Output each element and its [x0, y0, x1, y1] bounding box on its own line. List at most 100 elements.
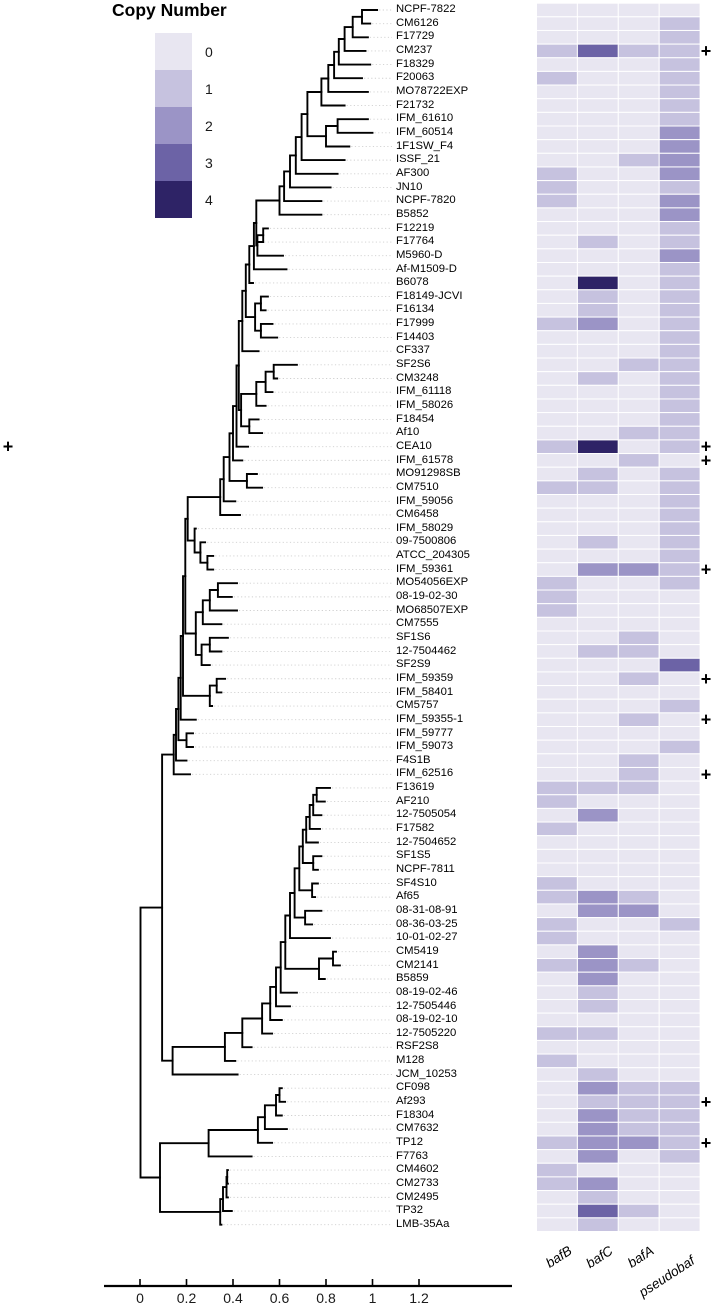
heatmap-cell: [536, 944, 578, 960]
tree-branch: [185, 732, 194, 748]
heatmap-cell: [576, 671, 619, 687]
heatmap-cell: [658, 70, 701, 86]
heatmap-cell: [658, 1162, 701, 1178]
heatmap-cell: [658, 2, 701, 18]
strain-label: CM5757: [396, 699, 439, 712]
heatmap-cell: [576, 70, 619, 86]
heatmap-cell: [576, 821, 619, 837]
strain-label: F20063: [396, 71, 435, 84]
heatmap-cell: [658, 1039, 701, 1055]
heatmap-cell: [536, 111, 578, 127]
strain-label: CM3248: [396, 371, 439, 384]
heatmap-cell: [576, 1162, 619, 1178]
heatmap-cell: [536, 1012, 578, 1028]
heatmap-cell: [576, 84, 619, 100]
heatmap-cell: [576, 1026, 619, 1041]
heatmap-cell: [617, 111, 660, 127]
heatmap-cell: [536, 548, 578, 564]
tree-branch: [207, 1129, 259, 1158]
heatmap-cell: [658, 1203, 701, 1219]
left-plus-marker: +: [3, 437, 14, 457]
plus-marker: +: [701, 437, 712, 457]
heatmap-cell: [576, 739, 619, 755]
heatmap-cell: [617, 971, 660, 987]
strain-label: LMB-35Aa: [396, 1217, 450, 1230]
heatmap-cell: [536, 1149, 578, 1164]
strain-label: F18454: [396, 412, 435, 425]
heatmap-cell: [617, 439, 660, 455]
legend-swatch-3: [155, 144, 192, 181]
tree-branch: [308, 804, 321, 830]
heatmap-cell: [617, 43, 660, 59]
heatmap-cell: [617, 766, 660, 782]
heatmap-cell: [536, 98, 578, 113]
strain-label: IFM_59359: [396, 671, 454, 684]
tree-branch: [215, 677, 227, 694]
heatmap-cell: [617, 698, 660, 714]
heatmap-cell: [576, 29, 619, 45]
strain-label: SF2S6: [396, 358, 431, 371]
heatmap-cell: [576, 753, 619, 768]
plus-marker: +: [701, 450, 712, 470]
tree-branch: [351, 15, 369, 39]
heatmap-cell: [658, 876, 701, 891]
strain-label: MO78722EXP: [396, 85, 469, 98]
heatmap-cell: [617, 575, 660, 591]
heatmap-cell: [536, 139, 578, 154]
heatmap-cell: [576, 889, 619, 905]
heatmap-cell: [576, 862, 619, 878]
heatmap-cell: [658, 398, 701, 414]
heatmap-cell: [576, 971, 619, 987]
heatmap-cell: [536, 794, 578, 809]
heatmap-cell: [617, 425, 660, 441]
tree-branch: [255, 199, 281, 247]
heatmap-cell: [536, 2, 578, 18]
heatmap-cell: [576, 1108, 619, 1123]
heatmap-cell: [536, 330, 578, 345]
strain-label: SF1S5: [396, 849, 431, 862]
strain-label: AF300: [396, 166, 430, 179]
heatmap-cell: [658, 1080, 701, 1096]
heatmap-cell: [576, 998, 619, 1014]
heatmap-cell: [658, 125, 701, 141]
heatmap-cell: [658, 207, 701, 223]
heatmap-cell: [536, 289, 578, 304]
heatmap-cell: [536, 521, 578, 536]
heatmap-cell: [576, 876, 619, 891]
tree-branch: [332, 950, 341, 967]
strain-label: MO54056EXP: [396, 576, 469, 589]
heatmap-cell: [658, 16, 701, 31]
plus-marker: +: [701, 710, 712, 730]
heatmap-cell: [536, 889, 578, 905]
tree-branch: [272, 363, 298, 380]
heatmap-cell: [576, 453, 619, 468]
heatmap-cell: [536, 630, 578, 646]
heatmap-cell: [536, 985, 578, 1000]
heatmap-cell: [536, 575, 578, 591]
heatmap-cell: [658, 84, 701, 100]
tree-branch: [200, 643, 211, 667]
heatmap-cell: [617, 958, 660, 973]
tree-branch: [361, 9, 379, 25]
heatmap-cell: [617, 302, 660, 318]
heatmap-cell: [658, 766, 701, 782]
strain-label: CM237: [396, 44, 433, 57]
heatmap-cell: [576, 548, 619, 564]
heatmap-cell: [576, 1217, 619, 1232]
heatmap-cell: [536, 43, 578, 59]
strain-label: 08-19-02-46: [396, 985, 458, 998]
strain-label: Af-M1509-D: [396, 262, 457, 275]
heatmap-cell: [658, 862, 701, 878]
scale-axis: 0 0.2 0.4 0.6 0.8 1 1.2: [104, 1279, 512, 1306]
strain-label: M128: [396, 1054, 425, 1067]
heatmap-cell: [576, 1135, 619, 1151]
heatmap-cell: [617, 998, 660, 1014]
heatmap-cell: [536, 698, 578, 714]
heatmap-cell: [576, 589, 619, 605]
heatmap-cell: [658, 221, 701, 236]
heatmap-cell: [617, 835, 660, 850]
heatmap-cell: [658, 657, 701, 673]
heatmap-cell: [617, 248, 660, 263]
heatmap-cell: [658, 453, 701, 468]
heatmap-cell: [576, 766, 619, 782]
